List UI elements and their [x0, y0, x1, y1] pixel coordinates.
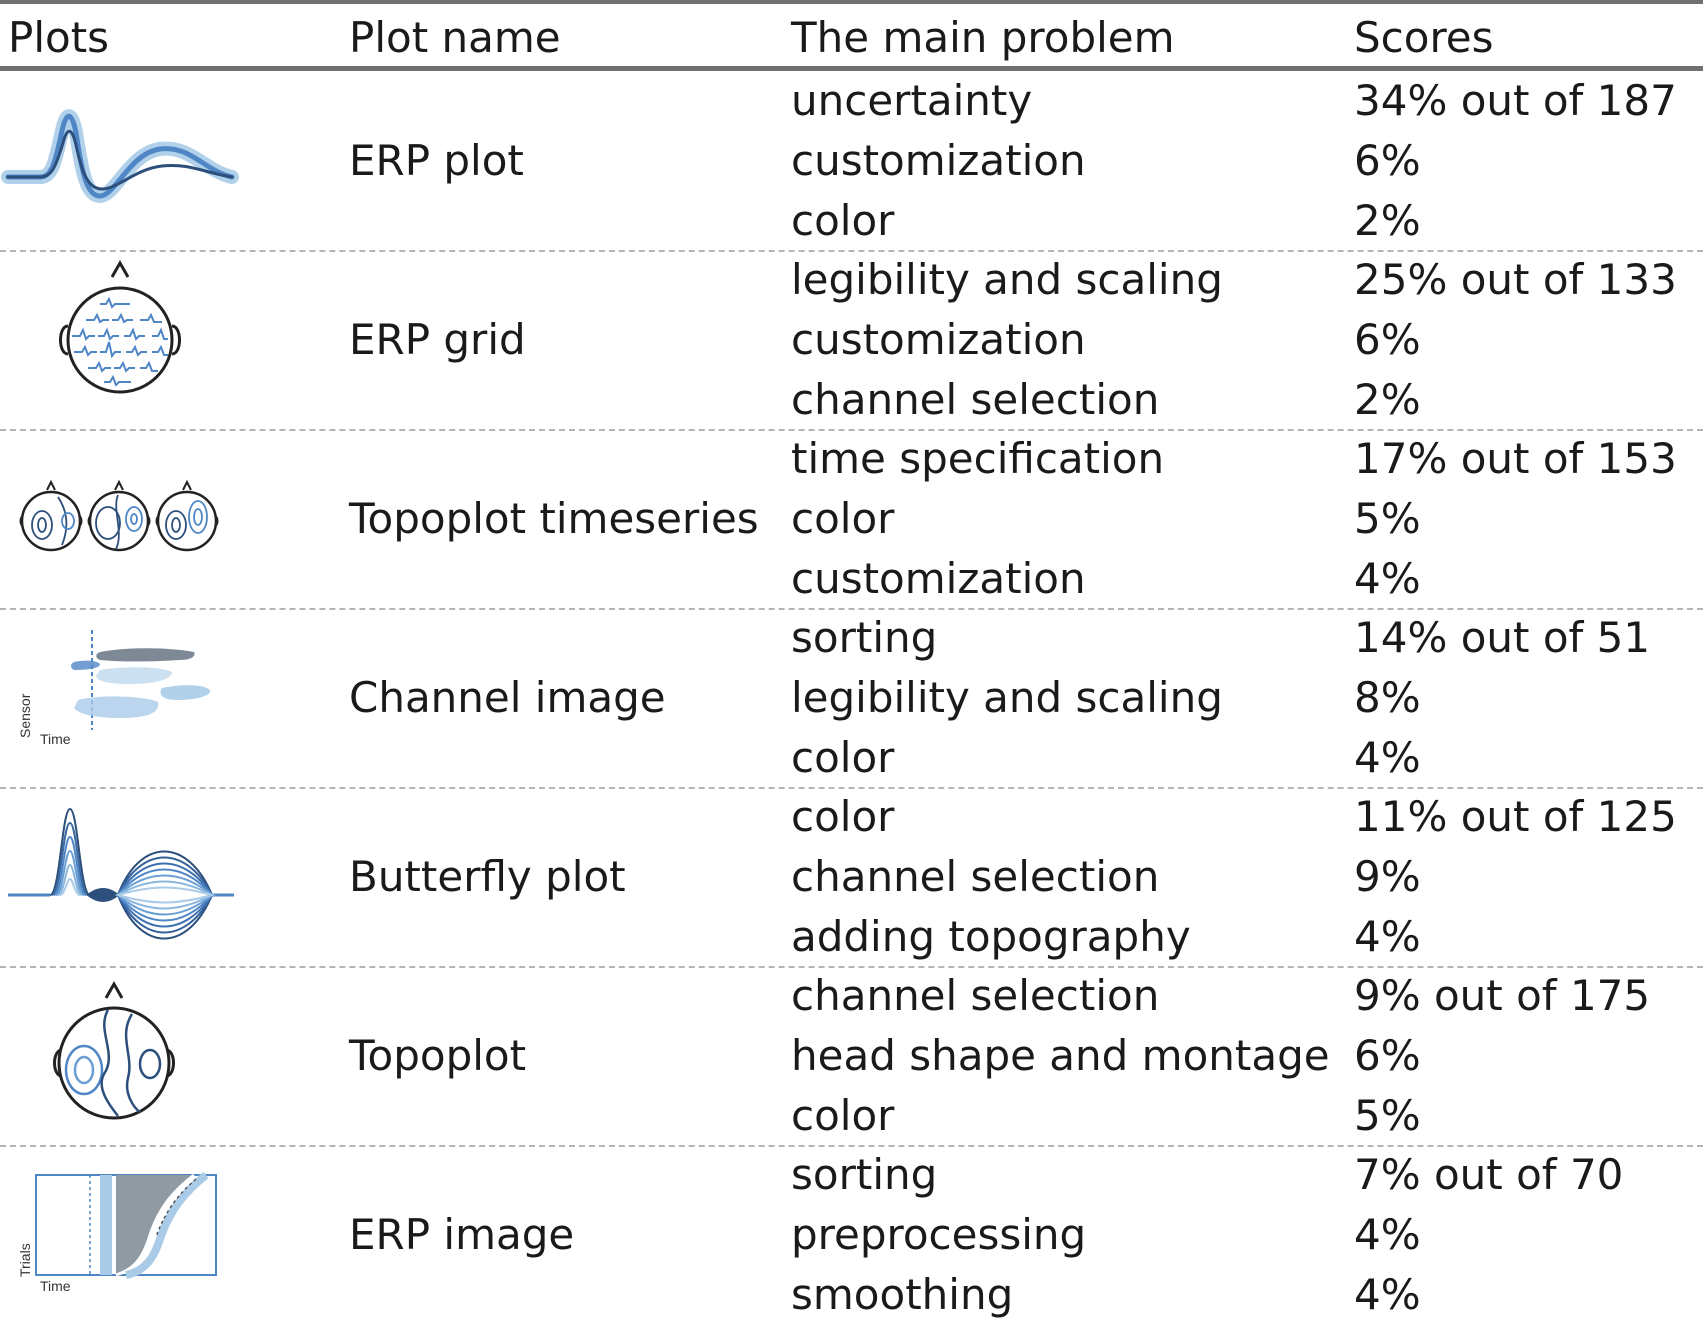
- problem-text: sorting: [791, 1150, 938, 1199]
- table-row: ERP grid legibility and scaling 25% out …: [0, 250, 1703, 429]
- row-separator: [0, 429, 1703, 431]
- score-text: 34% out of 187: [1354, 76, 1677, 125]
- score-text: 4%: [1354, 912, 1421, 961]
- problem-text: legibility and scaling: [791, 673, 1223, 722]
- problem-text: preprocessing: [791, 1210, 1087, 1259]
- plot-name: Topoplot timeseries: [349, 494, 759, 543]
- problem-text: color: [791, 792, 895, 841]
- score-text: 4%: [1354, 554, 1421, 603]
- score-text: 25% out of 133: [1354, 255, 1677, 304]
- table-row: ERP plot uncertainty 34% out of 187 cust…: [0, 71, 1703, 250]
- problem-text: uncertainty: [791, 76, 1033, 125]
- score-text: 8%: [1354, 673, 1421, 722]
- row-separator: [0, 250, 1703, 252]
- score-text: 7% out of 70: [1354, 1150, 1624, 1199]
- problem-text: smoothing: [791, 1270, 1014, 1319]
- row-separator: [0, 787, 1703, 789]
- plot-name: Topoplot: [349, 1031, 527, 1080]
- problem-text: color: [791, 1091, 895, 1140]
- header-main-problem: The main problem: [791, 13, 1175, 62]
- problem-text: color: [791, 196, 895, 245]
- erp-image-icon: Trials Time: [0, 1145, 240, 1324]
- plot-name: ERP grid: [349, 315, 526, 364]
- topoplot-icon: [0, 966, 240, 1145]
- table-row: Sensor Time Channel image sorting 14% ou…: [0, 608, 1703, 787]
- problem-text: channel selection: [791, 852, 1160, 901]
- score-text: 6%: [1354, 315, 1421, 364]
- icon-x-axis-label: Time: [40, 1278, 71, 1294]
- score-text: 17% out of 153: [1354, 434, 1677, 483]
- icon-x-axis-label: Time: [40, 731, 71, 747]
- topoplot-timeseries-icon: [0, 429, 240, 608]
- erp-grid-icon: [0, 250, 240, 429]
- score-text: 6%: [1354, 136, 1421, 185]
- table-row: Topoplot channel selection 9% out of 175…: [0, 966, 1703, 1145]
- header-scores: Scores: [1354, 13, 1494, 62]
- problem-text: channel selection: [791, 375, 1160, 424]
- score-text: 2%: [1354, 375, 1421, 424]
- plot-name: Channel image: [349, 673, 666, 722]
- row-separator: [0, 1145, 1703, 1147]
- problem-text: legibility and scaling: [791, 255, 1223, 304]
- score-text: 4%: [1354, 1270, 1421, 1319]
- score-text: 9% out of 175: [1354, 971, 1651, 1020]
- plot-name: ERP plot: [349, 136, 524, 185]
- problem-text: color: [791, 494, 895, 543]
- butterfly-plot-icon: [0, 787, 240, 966]
- score-text: 2%: [1354, 196, 1421, 245]
- score-text: 4%: [1354, 733, 1421, 782]
- problem-text: adding topography: [791, 912, 1191, 961]
- problem-text: color: [791, 733, 895, 782]
- problem-text: head shape and montage: [791, 1031, 1330, 1080]
- score-text: 5%: [1354, 1091, 1421, 1140]
- row-separator: [0, 608, 1703, 610]
- header-rule: [0, 66, 1703, 71]
- plot-name: ERP image: [349, 1210, 575, 1259]
- score-text: 11% out of 125: [1354, 792, 1677, 841]
- problem-text: customization: [791, 554, 1086, 603]
- score-text: 9%: [1354, 852, 1421, 901]
- table-header: Plots Plot name The main problem Scores: [0, 8, 1703, 68]
- table-top-rule: [0, 0, 1703, 4]
- row-separator: [0, 966, 1703, 968]
- score-text: 6%: [1354, 1031, 1421, 1080]
- plot-name: Butterfly plot: [349, 852, 626, 901]
- icon-y-axis-label: Trials: [17, 1243, 33, 1277]
- problem-text: customization: [791, 136, 1086, 185]
- table-row: Trials Time ERP image sorting 7% out of …: [0, 1145, 1703, 1324]
- erp-plot-icon: [0, 71, 240, 250]
- score-text: 5%: [1354, 494, 1421, 543]
- header-plot-name: Plot name: [349, 13, 561, 62]
- table-row: Topoplot timeseries time specification 1…: [0, 429, 1703, 608]
- channel-image-icon: Sensor Time: [0, 608, 240, 787]
- problem-text: customization: [791, 315, 1086, 364]
- header-plots: Plots: [8, 13, 110, 62]
- score-text: 14% out of 51: [1354, 613, 1651, 662]
- icon-y-axis-label: Sensor: [17, 693, 33, 738]
- problem-text: sorting: [791, 613, 938, 662]
- score-text: 4%: [1354, 1210, 1421, 1259]
- problem-text: time specification: [791, 434, 1165, 483]
- table-row: Butterfly plot color 11% out of 125 chan…: [0, 787, 1703, 966]
- problem-text: channel selection: [791, 971, 1160, 1020]
